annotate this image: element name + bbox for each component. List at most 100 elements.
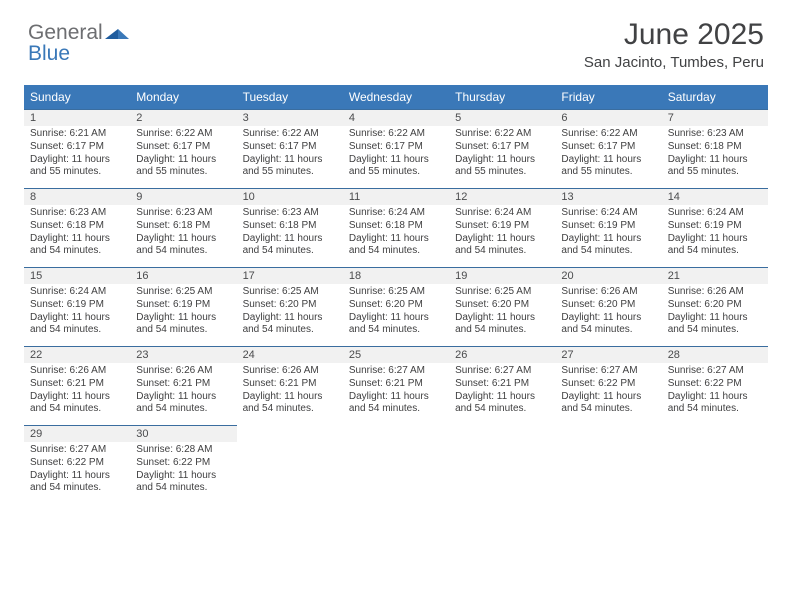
day-info: Sunrise: 6:27 AMSunset: 6:22 PMDaylight:…: [662, 363, 768, 425]
weekday-header: Saturday: [662, 85, 768, 109]
day-number: 3: [237, 109, 343, 126]
day-info: Sunrise: 6:22 AMSunset: 6:17 PMDaylight:…: [343, 126, 449, 188]
day-number: 17: [237, 267, 343, 284]
day-number: 2: [130, 109, 236, 126]
calendar-cell: 23Sunrise: 6:26 AMSunset: 6:21 PMDayligh…: [130, 346, 236, 425]
day-number: 21: [662, 267, 768, 284]
calendar-row: 22Sunrise: 6:26 AMSunset: 6:21 PMDayligh…: [24, 346, 768, 425]
day-info: Sunrise: 6:27 AMSunset: 6:21 PMDaylight:…: [449, 363, 555, 425]
day-number: 12: [449, 188, 555, 205]
day-number: 14: [662, 188, 768, 205]
brand-logo: General Blue: [28, 22, 129, 64]
day-info: Sunrise: 6:24 AMSunset: 6:18 PMDaylight:…: [343, 205, 449, 267]
calendar-body: 1Sunrise: 6:21 AMSunset: 6:17 PMDaylight…: [24, 109, 768, 504]
day-info: Sunrise: 6:27 AMSunset: 6:22 PMDaylight:…: [555, 363, 661, 425]
day-info: Sunrise: 6:27 AMSunset: 6:21 PMDaylight:…: [343, 363, 449, 425]
calendar-row: 29Sunrise: 6:27 AMSunset: 6:22 PMDayligh…: [24, 425, 768, 504]
day-info: Sunrise: 6:23 AMSunset: 6:18 PMDaylight:…: [24, 205, 130, 267]
day-number: 22: [24, 346, 130, 363]
day-info: Sunrise: 6:26 AMSunset: 6:21 PMDaylight:…: [24, 363, 130, 425]
logo-general-text: General: [28, 21, 103, 44]
day-number: 1: [24, 109, 130, 126]
calendar-cell: 3Sunrise: 6:22 AMSunset: 6:17 PMDaylight…: [237, 109, 343, 188]
calendar-cell: 6Sunrise: 6:22 AMSunset: 6:17 PMDaylight…: [555, 109, 661, 188]
day-info: Sunrise: 6:26 AMSunset: 6:21 PMDaylight:…: [237, 363, 343, 425]
day-info: Sunrise: 6:27 AMSunset: 6:22 PMDaylight:…: [24, 442, 130, 504]
calendar-cell: [237, 425, 343, 504]
day-info: Sunrise: 6:25 AMSunset: 6:20 PMDaylight:…: [343, 284, 449, 346]
weekday-header-row: SundayMondayTuesdayWednesdayThursdayFrid…: [24, 85, 768, 109]
calendar-cell: 8Sunrise: 6:23 AMSunset: 6:18 PMDaylight…: [24, 188, 130, 267]
day-info: Sunrise: 6:25 AMSunset: 6:20 PMDaylight:…: [449, 284, 555, 346]
day-number: 16: [130, 267, 236, 284]
day-number: 30: [130, 425, 236, 442]
day-number: 5: [449, 109, 555, 126]
day-number: 23: [130, 346, 236, 363]
weekday-header: Thursday: [449, 85, 555, 109]
day-number: 9: [130, 188, 236, 205]
day-number: 7: [662, 109, 768, 126]
day-info: Sunrise: 6:22 AMSunset: 6:17 PMDaylight:…: [237, 126, 343, 188]
day-number: 29: [24, 425, 130, 442]
day-number: 10: [237, 188, 343, 205]
title-block: June 2025 San Jacinto, Tumbes, Peru: [584, 18, 764, 71]
weekday-header: Wednesday: [343, 85, 449, 109]
calendar-cell: 11Sunrise: 6:24 AMSunset: 6:18 PMDayligh…: [343, 188, 449, 267]
day-info: Sunrise: 6:25 AMSunset: 6:19 PMDaylight:…: [130, 284, 236, 346]
calendar-cell: 29Sunrise: 6:27 AMSunset: 6:22 PMDayligh…: [24, 425, 130, 504]
calendar-cell: 25Sunrise: 6:27 AMSunset: 6:21 PMDayligh…: [343, 346, 449, 425]
day-info: Sunrise: 6:22 AMSunset: 6:17 PMDaylight:…: [555, 126, 661, 188]
day-info: Sunrise: 6:26 AMSunset: 6:20 PMDaylight:…: [662, 284, 768, 346]
calendar-cell: 14Sunrise: 6:24 AMSunset: 6:19 PMDayligh…: [662, 188, 768, 267]
day-number: 15: [24, 267, 130, 284]
calendar-cell: 4Sunrise: 6:22 AMSunset: 6:17 PMDaylight…: [343, 109, 449, 188]
day-info: Sunrise: 6:26 AMSunset: 6:21 PMDaylight:…: [130, 363, 236, 425]
calendar-cell: 27Sunrise: 6:27 AMSunset: 6:22 PMDayligh…: [555, 346, 661, 425]
calendar-cell: 21Sunrise: 6:26 AMSunset: 6:20 PMDayligh…: [662, 267, 768, 346]
weekday-header: Sunday: [24, 85, 130, 109]
day-number: 20: [555, 267, 661, 284]
calendar-row: 15Sunrise: 6:24 AMSunset: 6:19 PMDayligh…: [24, 267, 768, 346]
calendar-cell: 16Sunrise: 6:25 AMSunset: 6:19 PMDayligh…: [130, 267, 236, 346]
weekday-header: Monday: [130, 85, 236, 109]
day-info: Sunrise: 6:24 AMSunset: 6:19 PMDaylight:…: [449, 205, 555, 267]
calendar-cell: 10Sunrise: 6:23 AMSunset: 6:18 PMDayligh…: [237, 188, 343, 267]
calendar-cell: [662, 425, 768, 504]
logo-mark-icon: [105, 21, 129, 44]
calendar-cell: [343, 425, 449, 504]
day-info: Sunrise: 6:24 AMSunset: 6:19 PMDaylight:…: [555, 205, 661, 267]
calendar-cell: [449, 425, 555, 504]
day-number: 26: [449, 346, 555, 363]
day-number: 19: [449, 267, 555, 284]
day-number: 24: [237, 346, 343, 363]
calendar-cell: 13Sunrise: 6:24 AMSunset: 6:19 PMDayligh…: [555, 188, 661, 267]
calendar-cell: 24Sunrise: 6:26 AMSunset: 6:21 PMDayligh…: [237, 346, 343, 425]
location-subtitle: San Jacinto, Tumbes, Peru: [584, 54, 764, 71]
day-number: 27: [555, 346, 661, 363]
calendar-cell: 1Sunrise: 6:21 AMSunset: 6:17 PMDaylight…: [24, 109, 130, 188]
calendar-cell: 9Sunrise: 6:23 AMSunset: 6:18 PMDaylight…: [130, 188, 236, 267]
calendar-cell: 28Sunrise: 6:27 AMSunset: 6:22 PMDayligh…: [662, 346, 768, 425]
day-info: Sunrise: 6:24 AMSunset: 6:19 PMDaylight:…: [662, 205, 768, 267]
logo-blue-text: Blue: [28, 43, 129, 64]
calendar-cell: 22Sunrise: 6:26 AMSunset: 6:21 PMDayligh…: [24, 346, 130, 425]
calendar-table: SundayMondayTuesdayWednesdayThursdayFrid…: [24, 85, 768, 504]
day-number: 13: [555, 188, 661, 205]
calendar-cell: 2Sunrise: 6:22 AMSunset: 6:17 PMDaylight…: [130, 109, 236, 188]
calendar-row: 8Sunrise: 6:23 AMSunset: 6:18 PMDaylight…: [24, 188, 768, 267]
day-info: Sunrise: 6:21 AMSunset: 6:17 PMDaylight:…: [24, 126, 130, 188]
day-info: Sunrise: 6:26 AMSunset: 6:20 PMDaylight:…: [555, 284, 661, 346]
day-number: 4: [343, 109, 449, 126]
weekday-header: Friday: [555, 85, 661, 109]
calendar-cell: 17Sunrise: 6:25 AMSunset: 6:20 PMDayligh…: [237, 267, 343, 346]
calendar-cell: 7Sunrise: 6:23 AMSunset: 6:18 PMDaylight…: [662, 109, 768, 188]
day-number: 28: [662, 346, 768, 363]
day-info: Sunrise: 6:24 AMSunset: 6:19 PMDaylight:…: [24, 284, 130, 346]
weekday-header: Tuesday: [237, 85, 343, 109]
calendar-cell: 12Sunrise: 6:24 AMSunset: 6:19 PMDayligh…: [449, 188, 555, 267]
day-number: 6: [555, 109, 661, 126]
day-info: Sunrise: 6:22 AMSunset: 6:17 PMDaylight:…: [130, 126, 236, 188]
day-number: 8: [24, 188, 130, 205]
page-header: General Blue June 2025 San Jacinto, Tumb…: [0, 0, 792, 75]
day-number: 11: [343, 188, 449, 205]
